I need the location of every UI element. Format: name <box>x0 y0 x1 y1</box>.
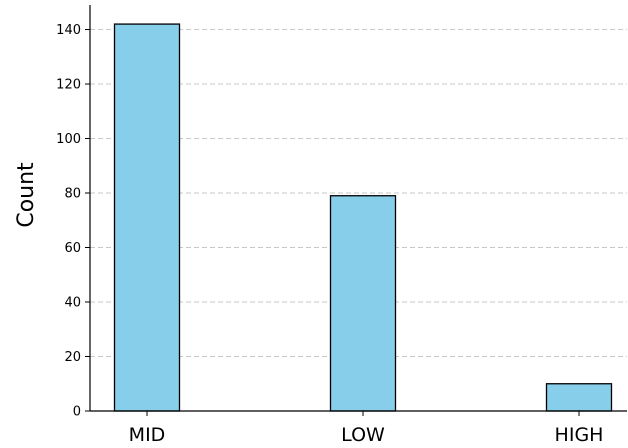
y-tick-label: 0 <box>73 405 81 420</box>
y-tick-label: 100 <box>56 132 81 147</box>
y-tick-label: 20 <box>64 350 81 365</box>
y-tick-label: 120 <box>56 78 81 93</box>
y-tick-label: 140 <box>56 23 81 38</box>
y-tick-label: 60 <box>64 241 81 256</box>
y-tick-label: 80 <box>64 187 81 202</box>
bar-low <box>329 195 397 412</box>
axes <box>89 5 627 412</box>
y-ticks: 0 20 40 60 80 100 120 140 <box>56 23 90 420</box>
x-ticks: MID LOW HIGH <box>129 411 604 446</box>
y-axis-title: Count <box>14 162 39 228</box>
bar-high <box>545 383 613 412</box>
x-tick-label: MID <box>129 424 166 446</box>
y-tick-label: 40 <box>64 296 81 311</box>
x-tick-label: LOW <box>341 424 385 446</box>
bars <box>113 23 613 412</box>
bar-mid <box>113 23 181 412</box>
x-tick-label: HIGH <box>555 424 604 446</box>
